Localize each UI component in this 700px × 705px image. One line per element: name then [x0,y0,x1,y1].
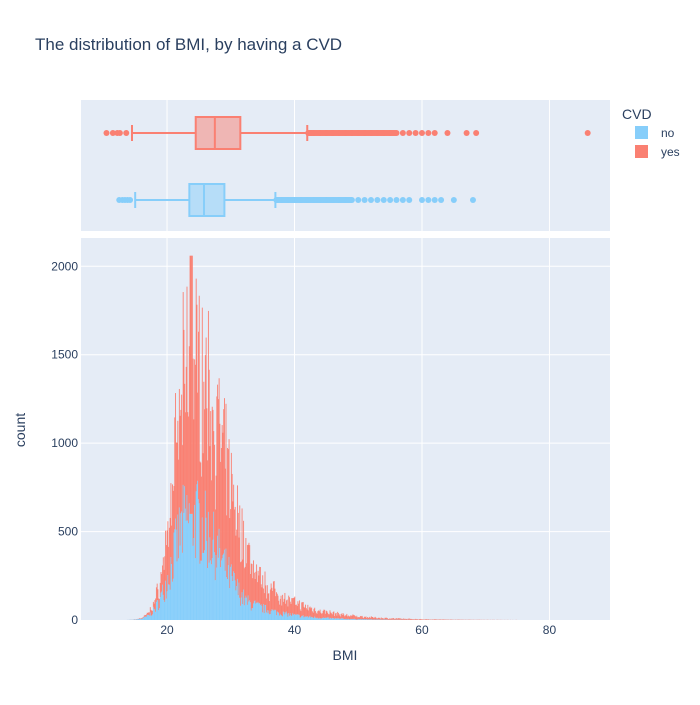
box-outlier-no [387,197,393,203]
x-axis-label: BMI [333,647,358,663]
box-outlier-no [400,197,406,203]
box-outlier-yes [406,130,412,136]
box-outlier-yes [419,130,425,136]
legend[interactable]: CVD no yes [622,106,680,159]
box-outlier-no [368,197,374,203]
chart-title: The distribution of BMI, by having a CVD [35,35,342,54]
legend-item-yes[interactable]: yes [635,145,680,159]
box-outlier-no [451,197,457,203]
box-outlier-no [127,197,133,203]
histogram-panel: 0 500 1000 1500 2000 20 40 60 80 [51,238,610,637]
y-tick-label: 1000 [51,436,78,450]
box-outlier-yes [432,130,438,136]
box-outlier-yes [473,130,479,136]
box-outlier-no [419,197,425,203]
box-outlier-no [381,197,387,203]
box-outlier-no [348,197,354,203]
y-tick-label: 2000 [51,259,78,273]
box-outlier-no [432,197,438,203]
legend-item-no[interactable]: no [635,126,675,140]
y-axis-ticks: 0 500 1000 1500 2000 [51,259,78,627]
box-outlier-yes [425,130,431,136]
box-panel-background [81,100,610,231]
legend-label-yes: yes [661,145,680,159]
histogram-panel-background [81,238,610,620]
x-tick-label: 20 [160,623,174,637]
box-outlier-yes [392,130,398,136]
box-outlier-no [374,197,380,203]
box-outlier-no [470,197,476,203]
x-tick-label: 60 [415,623,429,637]
y-tick-label: 0 [71,613,78,627]
x-tick-label: 40 [288,623,302,637]
legend-title: CVD [622,106,652,122]
box-outlier-no [438,197,444,203]
legend-label-no: no [661,126,675,140]
box-outlier-yes [117,130,123,136]
box-outlier-yes [103,130,109,136]
box-outlier-no [362,197,368,203]
box-iqr-yes [196,117,241,149]
x-tick-label: 80 [543,623,557,637]
box-outlier-yes [585,130,591,136]
box-outlier-yes [400,130,406,136]
x-axis-ticks: 20 40 60 80 [160,623,556,637]
legend-swatch-no [635,126,648,139]
box-outlier-yes [444,130,450,136]
box-outlier-yes [464,130,470,136]
box-outlier-no [393,197,399,203]
box-outlier-yes [413,130,419,136]
box-iqr-no [189,184,224,216]
legend-swatch-yes [635,145,648,158]
y-axis-label: count [12,413,28,447]
y-tick-label: 1500 [51,348,78,362]
box-panel [81,100,610,231]
box-outlier-no [406,197,412,203]
box-outlier-no [425,197,431,203]
y-tick-label: 500 [58,525,78,539]
box-outlier-no [355,197,361,203]
box-outlier-yes [123,130,129,136]
